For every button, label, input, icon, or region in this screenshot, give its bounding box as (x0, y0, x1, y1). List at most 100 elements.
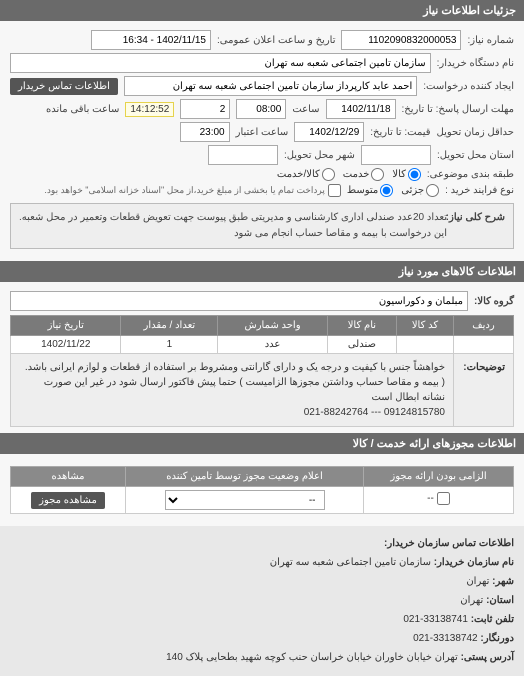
input-group[interactable] (10, 291, 468, 311)
input-city[interactable] (208, 145, 278, 165)
select-status[interactable]: -- (165, 490, 325, 510)
page-root: جزئیات اطلاعات نیاز شماره نیاز: تاریخ و … (0, 0, 524, 676)
cell-desc-label: توضیحات: (454, 354, 514, 427)
col-date: تاریخ نیاز (11, 316, 121, 336)
row-pack: طبقه بندی موضوعی: کالا خدمت کالا/خدمت (10, 168, 514, 181)
contact-header-text: اطلاعات تماس سازمان خریدار: (384, 538, 514, 549)
check-mandatory-label[interactable]: -- (427, 492, 450, 505)
label-announce: تاریخ و ساعت اعلان عمومی: (217, 35, 336, 46)
radio-both[interactable] (322, 168, 335, 181)
input-deadline-time[interactable] (236, 99, 286, 119)
cell-desc-text: خواهشاً جنس با کیفیت و درجه یک و دارای گ… (11, 354, 454, 427)
contact-button[interactable]: اطلاعات تماس خریدار (10, 78, 118, 95)
radio-low[interactable] (426, 184, 439, 197)
row-req-no: شماره نیاز: تاریخ و ساعت اعلان عمومی: (10, 30, 514, 50)
label-deadline: مهلت ارسال پاسخ: تا تاریخ: (402, 104, 514, 115)
label-time: ساعت (292, 104, 319, 115)
check-pay[interactable] (328, 184, 341, 197)
col-row: ردیف (454, 316, 514, 336)
row-requester: ایجاد کننده درخواست: اطلاعات تماس خریدار (10, 76, 514, 96)
check-mandatory[interactable] (437, 492, 450, 505)
radio-low-text: جزئی (401, 185, 424, 196)
label-buyer: نام دستگاه خریدار: (437, 58, 514, 69)
cell-status: -- (126, 487, 364, 514)
goods-panel: گروه کالا: ردیف کد کالا نام کالا واحد شم… (0, 282, 524, 433)
contact-phone: 33138741-021 (403, 614, 468, 625)
row-group: گروه کالا: (10, 291, 514, 311)
input-valid-date[interactable] (294, 122, 364, 142)
desc-phone: 09124815780 --- 021-88242764 (304, 407, 445, 418)
radio-goods[interactable] (408, 168, 421, 181)
radio-set-type: کالا خدمت کالا/خدمت (277, 168, 421, 181)
radio-both-label[interactable]: کالا/خدمت (277, 168, 335, 181)
radio-med[interactable] (380, 184, 393, 197)
contact-org-label: نام سازمان خریدار: (434, 557, 514, 568)
input-province[interactable] (361, 145, 431, 165)
col-code: کد کالا (396, 316, 453, 336)
contact-org-line: نام سازمان خریدار: سازمان تامین اجتماعی … (10, 554, 514, 572)
overall-desc-text: تعداد 20عدد صندلی اداری کارشناسی و مدیری… (19, 210, 447, 242)
section-header-goods: اطلاعات کالاهای مورد نیاز (0, 261, 524, 282)
input-deadline-date[interactable] (326, 99, 396, 119)
section-header-details: جزئیات اطلاعات نیاز (0, 0, 524, 21)
input-requester[interactable] (124, 76, 417, 96)
radio-goods-text: کالا (392, 169, 406, 180)
contact-city: تهران (466, 576, 489, 587)
contact-province-label: استان: (486, 595, 514, 606)
view-permit-button[interactable]: مشاهده مجوز (31, 492, 105, 509)
contact-province: تهران (460, 595, 483, 606)
permits-panel: الزامی بودن ارائه مجوز اعلام وضعیت مجوز … (0, 454, 524, 526)
cell-code (396, 336, 453, 354)
check-pay-label[interactable]: پرداخت تمام یا بخشی از مبلغ خرید،از محل … (44, 184, 340, 197)
cell-view: مشاهده مجوز (11, 487, 126, 514)
contact-addr: تهران خیابان خاوران خیابان خراسان حنب کو… (166, 652, 458, 663)
contact-fax-line: دورنگار: 33138742-021 (10, 630, 514, 648)
cell-name: صندلی (327, 336, 396, 354)
col-view: مشاهده (11, 467, 126, 487)
label-valid-time: ساعت اعتبار (236, 127, 289, 138)
label-req-no: شماره نیاز: (467, 35, 514, 46)
contact-city-label: شهر: (492, 576, 514, 587)
contact-phone-line: تلفن ثابت: 33138741-021 (10, 611, 514, 629)
header-title: جزئیات اطلاعات نیاز (423, 5, 516, 17)
cell-unit: عدد (218, 336, 328, 354)
radio-med-label[interactable]: متوسط (347, 184, 393, 197)
radio-both-text: کالا/خدمت (277, 169, 320, 180)
permits-row: -- -- مشاهده مجوز (11, 487, 514, 514)
countdown-badge: 14:12:52 (125, 102, 174, 117)
label-province: استان محل تحویل: (437, 150, 514, 161)
radio-low-label[interactable]: جزئی (401, 184, 439, 197)
cell-row (454, 336, 514, 354)
label-min-deliver-2: قیمت: تا تاریخ: (370, 127, 430, 138)
col-unit: واحد شمارش (218, 316, 328, 336)
input-days-remaining[interactable] (180, 99, 230, 119)
label-min-deliver-1: حداقل زمان تحویل (437, 127, 514, 138)
permits-header-row: الزامی بودن ارائه مجوز اعلام وضعیت مجوز … (11, 467, 514, 487)
contact-header: اطلاعات تماس سازمان خریدار: (10, 535, 514, 553)
contact-fax-label: دورنگار: (480, 633, 514, 644)
input-buyer[interactable] (10, 53, 431, 73)
overall-desc-box: شرح کلی نیاز: تعداد 20عدد صندلی اداری کا… (10, 203, 514, 249)
label-group: گروه کالا: (474, 296, 514, 307)
contact-phone-label: تلفن ثابت: (471, 614, 514, 625)
input-req-no[interactable] (341, 30, 461, 50)
cell-mandatory: -- (364, 487, 514, 514)
contact-org: سازمان تامین اجتماعی شعبه سه تهران (270, 557, 431, 568)
table-row[interactable]: صندلی عدد 1 1402/11/22 (11, 336, 514, 354)
col-mandatory: الزامی بودن ارائه مجوز (364, 467, 514, 487)
cell-qty: 1 (121, 336, 218, 354)
label-pack: طبقه بندی موضوعی: (427, 169, 514, 180)
contact-fax: 33138742-021 (413, 633, 478, 644)
input-valid-time[interactable] (180, 122, 230, 142)
table-header-row: ردیف کد کالا نام کالا واحد شمارش تعداد /… (11, 316, 514, 336)
contact-box: اطلاعات تماس سازمان خریدار: نام سازمان خ… (0, 526, 524, 676)
row-valid: حداقل زمان تحویل قیمت: تا تاریخ: ساعت اع… (10, 122, 514, 142)
table-desc-row: توضیحات: خواهشاً جنس با کیفیت و درجه یک … (11, 354, 514, 427)
desc-text: خواهشاً جنس با کیفیت و درجه یک و دارای گ… (25, 362, 445, 403)
contact-province-line: استان: تهران (10, 592, 514, 610)
radio-goods-label[interactable]: کالا (392, 168, 421, 181)
col-name: نام کالا (327, 316, 396, 336)
radio-service-label[interactable]: خدمت (343, 168, 385, 181)
input-announce[interactable] (91, 30, 211, 50)
radio-service[interactable] (371, 168, 384, 181)
